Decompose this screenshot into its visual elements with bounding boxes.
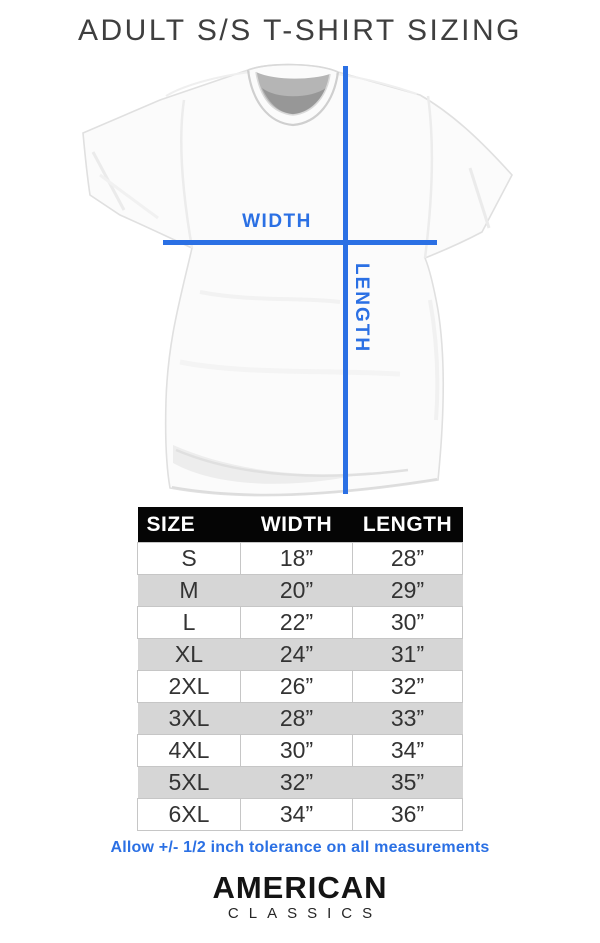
collar-band-outer — [246, 69, 340, 127]
wrinkle — [179, 359, 401, 377]
size-table-body: S 18” 28” M 20” 29” L 22” 30” XL 24” 31” 2XL 26” 32” 3X… — [137, 542, 463, 831]
table-row: S 18” 28” — [137, 542, 463, 575]
table-row: 2XL 26” 32” — [137, 670, 463, 703]
size-cell: M — [137, 574, 241, 607]
length-cell: 28” — [352, 542, 463, 575]
table-row: M 20” 29” — [137, 574, 463, 607]
header-size: SIZE — [137, 507, 241, 543]
header-length: LENGTH — [352, 507, 463, 543]
left-sleeve-seam — [179, 99, 194, 249]
header-width: WIDTH — [240, 507, 353, 543]
table-row: 6XL 34” 36” — [137, 798, 463, 831]
length-cell: 31” — [352, 638, 463, 671]
hem-shadow — [171, 478, 438, 496]
collar-band-inner — [255, 71, 331, 116]
tolerance-note: Allow +/- 1/2 inch tolerance on all meas… — [110, 839, 490, 856]
brand-logo: AMERICAN CLASSICS — [0, 870, 600, 923]
length-cell: 29” — [352, 574, 463, 607]
width-cell: 30” — [240, 734, 353, 767]
size-cell: 4XL — [137, 734, 241, 767]
size-cell: 6XL — [137, 798, 241, 831]
width-cell: 20” — [240, 574, 353, 607]
tshirt-outline — [82, 63, 513, 497]
right-sleeve-seam — [423, 95, 434, 259]
right-cuff-seam — [468, 167, 491, 229]
size-cell: 2XL — [137, 670, 241, 703]
table-header-row: SIZE WIDTH LENGTH — [137, 507, 463, 543]
wrinkle — [199, 290, 341, 304]
width-cell: 32” — [240, 766, 353, 799]
size-cell: 3XL — [137, 702, 241, 735]
left-shoulder-seam — [165, 71, 251, 97]
table-row: L 22” 30” — [137, 606, 463, 639]
table-row: XL 24” 31” — [137, 638, 463, 671]
width-label: WIDTH — [242, 211, 312, 232]
width-cell: 28” — [240, 702, 353, 735]
hem-fold-line — [175, 448, 409, 477]
length-cell: 32” — [352, 670, 463, 703]
wrinkle — [99, 173, 159, 220]
tshirt-diagram: WIDTH LENGTH — [82, 63, 513, 497]
length-cell: 36” — [352, 798, 463, 831]
width-cell: 34” — [240, 798, 353, 831]
size-cell: L — [137, 606, 241, 639]
table-row: 3XL 28” 33” — [137, 702, 463, 735]
table-row: 5XL 32” 35” — [137, 766, 463, 799]
hem-fold — [173, 445, 372, 484]
tshirt-illustration — [82, 63, 513, 497]
page-title: ADULT S/S T-SHIRT SIZING — [78, 14, 522, 47]
length-cell: 33” — [352, 702, 463, 735]
width-cell: 18” — [240, 542, 353, 575]
length-cell: 34” — [352, 734, 463, 767]
width-cell: 24” — [240, 638, 353, 671]
size-cell: S — [137, 542, 241, 575]
size-table: SIZE WIDTH LENGTH S 18” 28” M 20” 29” L 22” 30” X… — [137, 507, 463, 831]
width-line — [163, 240, 437, 245]
table-row: 4XL 30” 34” — [137, 734, 463, 767]
length-cell: 30” — [352, 606, 463, 639]
size-cell: 5XL — [137, 766, 241, 799]
size-cell: XL — [137, 638, 241, 671]
collar-shadow — [262, 88, 326, 114]
width-cell: 26” — [240, 670, 353, 703]
length-cell: 35” — [352, 766, 463, 799]
wrinkle — [428, 299, 440, 421]
length-line — [343, 66, 348, 494]
collar-top-edge — [247, 63, 339, 73]
brand-subname: CLASSICS — [227, 905, 383, 922]
brand-name: AMERICAN — [212, 870, 388, 905]
width-cell: 22” — [240, 606, 353, 639]
length-label: LENGTH — [351, 263, 372, 354]
